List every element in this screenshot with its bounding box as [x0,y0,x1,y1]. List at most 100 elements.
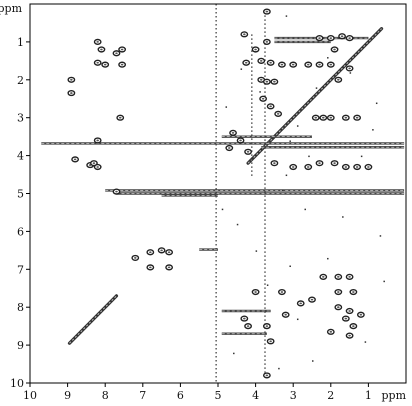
cross-peak-center [92,162,96,165]
cross-peak-center [149,266,152,269]
y-tick-label: 10 [10,377,24,390]
cross-peak-center [291,166,295,168]
x-tick-label: 1 [365,389,372,402]
noise-speck [372,129,374,131]
cross-peak-center [70,78,73,81]
cross-peak-center [243,317,246,320]
cross-peak-center [344,317,348,320]
cross-peak-center [280,63,284,66]
cross-peak-center [96,61,99,64]
noise-speck [278,367,280,370]
cross-peak-center [318,37,321,40]
spectrum-marks [41,4,405,383]
cross-peak-center [259,78,263,81]
y-axis-unit-label: ppm [0,2,23,15]
y-tick-label: 6 [17,225,24,238]
cross-peak-center [265,10,269,13]
x-tick-label: 9 [64,389,71,402]
cross-peak-center [269,105,272,108]
x-axis-ticks: 10 9 8 7 6 5 4 3 2 1 [23,383,372,402]
cross-peak-center [243,33,246,36]
x-axis-unit-label: ppm [381,389,406,402]
noise-speck [266,284,269,286]
cross-peak-center [329,63,333,66]
cross-peak-center [120,63,124,66]
cross-peak-center [167,251,171,254]
cross-peak-center [310,298,314,301]
x-tick-label: 4 [252,389,259,402]
cross-peak-center [284,313,287,316]
noise-speck [342,216,344,218]
cross-peak-center [70,92,73,94]
y-tick-label: 5 [17,188,24,201]
diagonal-peak-core [247,28,382,164]
y-axis-ticks: 1 2 3 4 5 6 7 8 9 10 [10,36,30,390]
cross-peak-center [167,266,171,269]
cross-peak-center [333,162,336,165]
cross-peak-center [265,41,269,43]
cross-peak-center [259,59,263,62]
noise-speck [327,257,329,260]
noise-speck [383,280,385,283]
cross-peak-center [115,52,118,55]
x-tick-label: 2 [327,389,334,402]
noise-speck [289,140,291,142]
cross-peak-center [265,325,269,328]
cross-peak-center [337,306,340,309]
y-tick-label: 7 [17,263,24,276]
x-tick-label: 10 [23,389,37,402]
cross-peak-center [314,116,318,119]
noise-speck [233,352,235,355]
noise-speck [281,189,284,192]
cross-peak-center [280,291,284,293]
x-tick-label: 7 [139,389,146,402]
cross-peak-center [348,310,351,312]
y-tick-label: 9 [17,339,24,352]
noise-speck [240,68,243,70]
noise-speck [360,155,363,158]
cross-peak-center [348,334,351,337]
noise-speck [289,265,291,268]
cross-peak-center [269,340,272,343]
cross-peak-center [244,61,248,64]
cross-peak-center [254,48,257,51]
cross-peak-center [321,275,325,278]
cross-peak-center [337,275,340,278]
cross-peak-center [120,48,124,51]
cross-peak-center [318,63,321,66]
cross-peak-center [329,330,333,333]
cross-peak-center [265,374,269,377]
x-tick-label: 3 [290,389,297,402]
noise-speck [285,15,288,17]
cross-peak-center [340,35,344,38]
noise-speck [308,155,310,158]
y-tick-label: 3 [17,112,24,125]
cross-peak-center [276,113,280,115]
cross-peak-center [265,80,269,83]
diagonal-peak-core [69,295,117,344]
cross-peak-center [344,166,348,168]
cross-peak-center [329,37,333,40]
noise-speck [375,102,378,105]
cross-peak-center [273,162,276,165]
cross-peak-center [100,48,103,51]
noise-speck [255,250,258,252]
cross-peak-center [231,131,235,134]
noise-speck [221,208,224,211]
cross-peak-center [337,291,340,293]
cross-peak-center [318,162,321,165]
cross-peak-center [333,48,336,51]
cross-peak-center [329,116,333,119]
x-tick-label: 8 [102,389,109,402]
cross-peak-center [261,97,265,100]
cross-peak-center [355,166,359,168]
cross-peak-center [352,325,355,328]
noise-speck [379,235,382,237]
cross-peak-center [348,67,351,70]
cross-peak-center [355,116,359,119]
noise-speck [285,174,288,177]
cross-peak-center [96,166,99,168]
cross-peak-center [149,251,152,254]
y-tick-label: 2 [17,74,24,87]
